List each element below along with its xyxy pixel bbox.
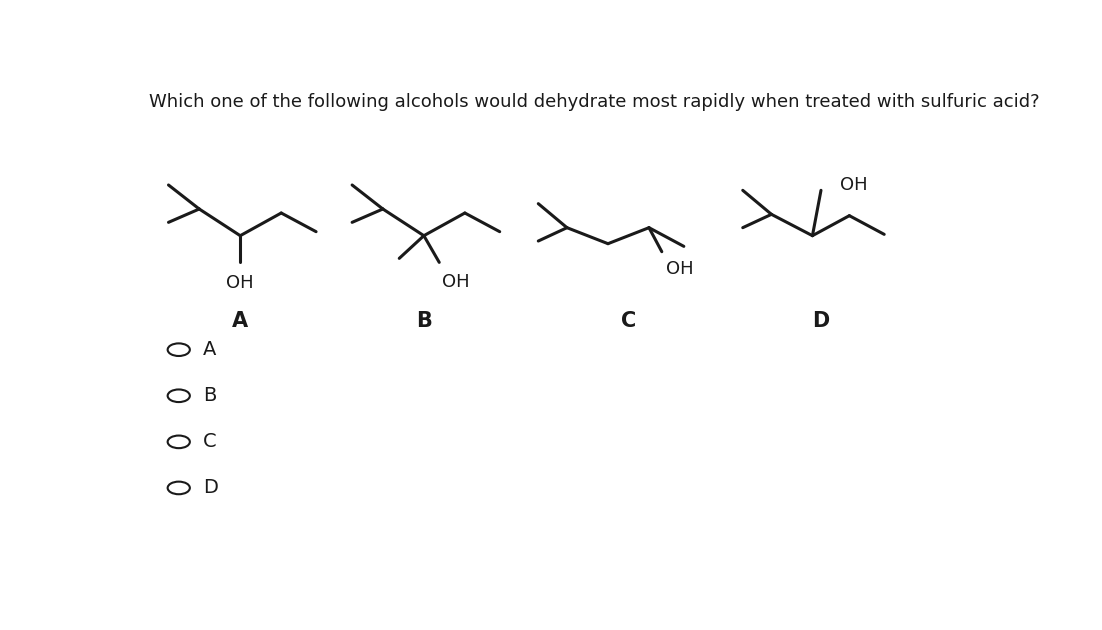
Text: A: A xyxy=(233,311,248,331)
Text: C: C xyxy=(622,311,637,331)
Text: OH: OH xyxy=(666,260,693,278)
Text: D: D xyxy=(812,311,830,331)
Text: OH: OH xyxy=(226,275,255,292)
Text: OH: OH xyxy=(442,273,469,291)
Text: Which one of the following alcohols would dehydrate most rapidly when treated wi: Which one of the following alcohols woul… xyxy=(149,93,1039,111)
Text: C: C xyxy=(203,432,216,451)
Text: B: B xyxy=(203,386,216,405)
Text: D: D xyxy=(203,478,217,498)
Text: OH: OH xyxy=(840,176,867,195)
Text: B: B xyxy=(415,311,432,331)
Text: A: A xyxy=(203,340,216,359)
